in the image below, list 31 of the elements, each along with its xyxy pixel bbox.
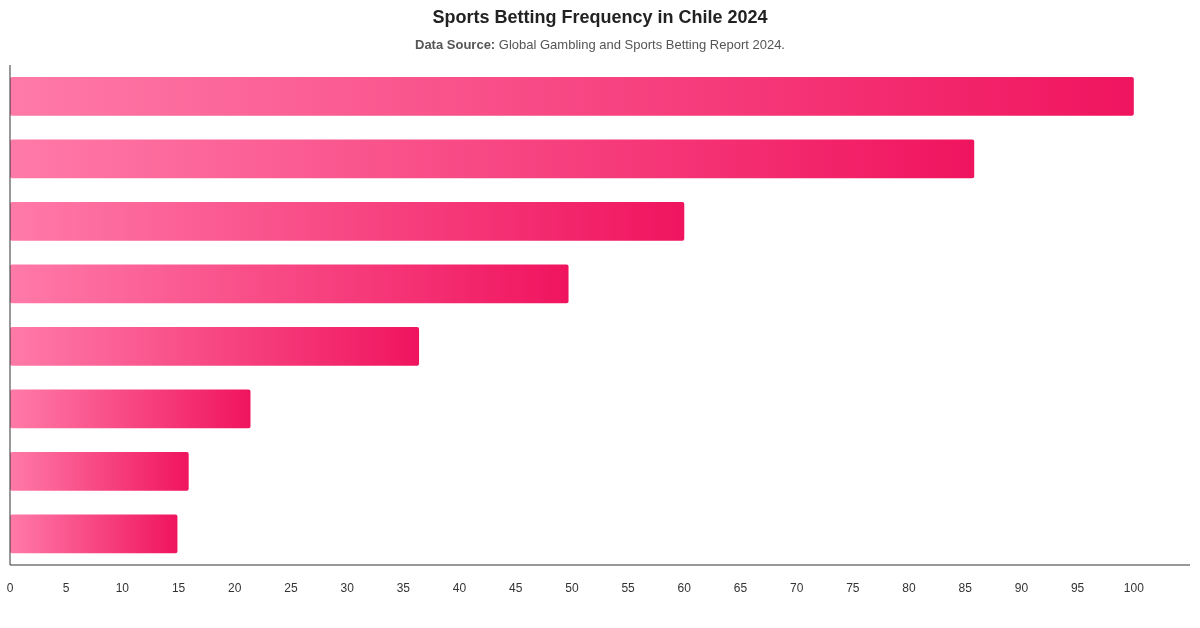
x-tick-label: 90 xyxy=(1014,581,1029,595)
x-tick-label: 10 xyxy=(115,581,130,595)
x-tick-label: 5 xyxy=(62,581,70,595)
x-tick-label: 45 xyxy=(509,581,523,595)
bar xyxy=(10,514,178,554)
bar xyxy=(10,201,685,241)
x-tick-label: 95 xyxy=(1070,581,1085,595)
bar xyxy=(10,326,420,366)
bar xyxy=(10,76,1134,116)
x-tick-label: 60 xyxy=(677,581,692,595)
x-tick-label: 70 xyxy=(789,581,804,595)
x-tick-label: 30 xyxy=(340,581,355,595)
x-tick-label: 15 xyxy=(171,581,186,595)
x-tick-label: 50 xyxy=(565,581,579,595)
bar xyxy=(10,389,251,429)
bar xyxy=(10,139,975,179)
bar xyxy=(10,264,569,304)
x-tick-label: 65 xyxy=(733,581,748,595)
x-tick-label: 20 xyxy=(228,581,242,595)
x-tick-label: 100 xyxy=(1123,581,1145,595)
chart-subtitle: Data Source: Global Gambling and Sports Betting Report 2024. xyxy=(415,37,785,52)
chart-title: Sports Betting Frequency in Chile 2024 xyxy=(432,7,768,27)
bar xyxy=(10,451,189,491)
x-tick-label: 40 xyxy=(452,581,467,595)
x-tick-label: 35 xyxy=(396,581,411,595)
x-tick-label: 85 xyxy=(958,581,973,595)
x-tick-label: 75 xyxy=(846,581,860,595)
x-tick-label: 55 xyxy=(621,581,636,595)
x-tick-label: 25 xyxy=(284,581,298,595)
x-tick-label: 80 xyxy=(902,581,917,595)
x-tick-label: 0 xyxy=(6,581,14,595)
